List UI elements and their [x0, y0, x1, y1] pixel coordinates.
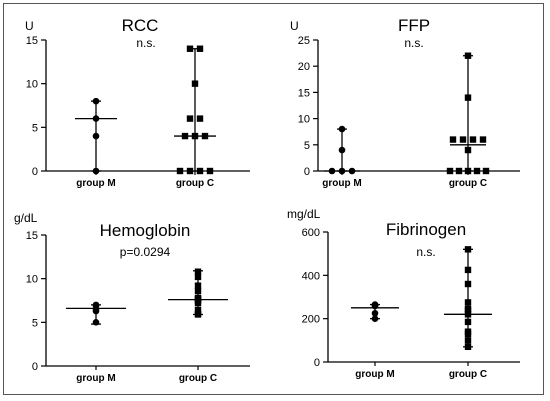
data-point — [338, 167, 346, 175]
figure-frame — [3, 3, 544, 395]
data-point — [482, 167, 490, 175]
data-point — [328, 167, 336, 175]
y-unit-label: mg/dL — [287, 207, 321, 221]
significance-annotation: n.s. — [416, 245, 435, 259]
data-point — [464, 330, 472, 338]
y-tick-label: 5 — [304, 140, 310, 152]
data-point — [473, 167, 481, 175]
data-point — [194, 273, 202, 281]
y-tick-label: 200 — [302, 314, 320, 326]
significance-annotation: p=0.0294 — [120, 245, 171, 259]
data-point — [191, 132, 199, 140]
data-point — [348, 167, 356, 175]
chart-title: FFP — [398, 16, 430, 35]
y-tick-label: 0 — [304, 166, 310, 178]
significance-annotation: n.s. — [136, 36, 155, 50]
data-point — [464, 337, 472, 344]
y-unit-label: U — [290, 19, 299, 33]
data-point — [194, 268, 202, 275]
data-point — [92, 167, 100, 175]
x-category-label: group M — [322, 178, 361, 189]
data-point — [464, 318, 472, 326]
y-tick-label: 15 — [298, 87, 310, 99]
data-point — [464, 266, 472, 274]
x-category-label: group C — [449, 178, 487, 189]
y-tick-label: 15 — [26, 35, 38, 47]
y-tick-label: 10 — [26, 274, 38, 286]
data-point — [196, 115, 204, 122]
data-point — [464, 343, 472, 351]
data-point — [186, 45, 194, 52]
x-category-label: group M — [355, 369, 394, 380]
data-point — [194, 306, 202, 314]
data-point — [464, 146, 472, 154]
data-point — [196, 45, 204, 52]
y-unit-label: g/dL — [14, 211, 38, 225]
data-point — [92, 307, 100, 315]
data-point — [181, 132, 189, 140]
y-tick-label: 25 — [298, 35, 310, 47]
data-point — [371, 309, 379, 317]
y-tick-label: 10 — [26, 79, 38, 91]
data-point — [92, 97, 100, 105]
data-point — [186, 167, 194, 175]
data-point — [464, 280, 472, 288]
chart-title: RCC — [122, 16, 159, 35]
x-category-label: group C — [176, 178, 214, 189]
y-tick-label: 20 — [298, 61, 310, 73]
x-category-label: group M — [76, 178, 115, 189]
data-point — [196, 167, 204, 175]
data-point — [459, 136, 467, 143]
data-point — [176, 167, 184, 175]
chart-panel-3: mg/dL Fibrinogen n.s. 0 200 400 600 group M grou… — [287, 207, 520, 380]
x-category-label: group M — [76, 373, 115, 384]
data-point — [455, 167, 463, 175]
y-tick-label: 0 — [314, 357, 320, 369]
y-tick-label: 15 — [26, 230, 38, 242]
data-point — [371, 302, 379, 310]
chart-title: Hemoglobin — [100, 221, 191, 240]
y-tick-label: 600 — [302, 227, 320, 239]
data-point — [191, 80, 199, 87]
data-point — [464, 311, 472, 318]
chart-panel-2: g/dL Hemoglobin p=0.0294 0 5 10 15 group M group… — [14, 211, 250, 384]
data-point — [479, 136, 487, 143]
chart-title: Fibrinogen — [386, 220, 466, 239]
y-tick-label: 0 — [32, 361, 38, 373]
data-point — [371, 315, 379, 322]
data-point — [92, 319, 100, 326]
data-point — [464, 94, 472, 101]
x-category-label: group C — [179, 373, 217, 384]
data-point — [92, 115, 100, 122]
data-point — [194, 311, 202, 318]
data-point — [464, 52, 472, 59]
data-point — [446, 167, 454, 175]
data-point — [464, 167, 472, 175]
data-point — [449, 136, 457, 143]
data-point — [464, 299, 472, 306]
data-point — [338, 125, 346, 133]
data-point — [338, 146, 346, 154]
y-tick-label: 5 — [32, 317, 38, 329]
data-point — [194, 287, 202, 295]
data-point — [194, 299, 202, 307]
y-tick-label: 400 — [302, 270, 320, 282]
data-point — [92, 132, 100, 140]
significance-annotation: n.s. — [404, 36, 423, 50]
data-point — [469, 136, 477, 143]
data-point — [206, 167, 214, 175]
data-point — [464, 246, 472, 253]
y-tick-label: 10 — [298, 114, 310, 126]
y-unit-label: U — [25, 19, 34, 33]
data-point — [201, 132, 209, 140]
x-category-label: group C — [449, 369, 487, 380]
data-point — [186, 115, 194, 122]
data-point — [464, 306, 472, 314]
y-tick-label: 5 — [32, 122, 38, 134]
data-point — [194, 282, 202, 289]
y-tick-label: 0 — [32, 166, 38, 178]
